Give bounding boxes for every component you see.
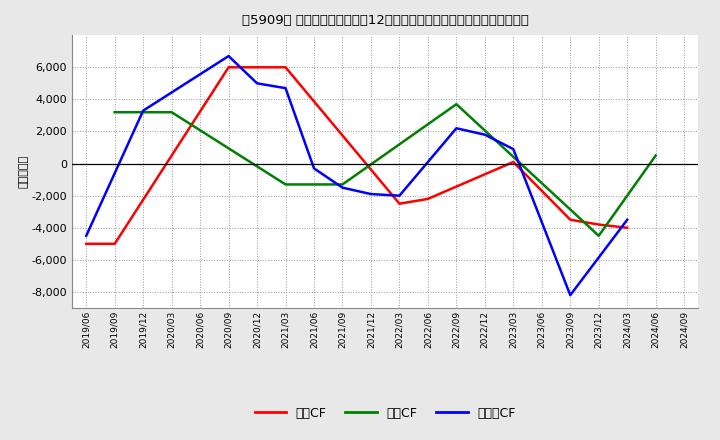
フリーCF: [366, 191, 375, 197]
営業CF: [225, 65, 233, 70]
Line: 営業CF: 営業CF: [86, 67, 627, 244]
フリーCF: [310, 166, 318, 171]
投資CF: [167, 110, 176, 115]
フリーCF: [282, 85, 290, 91]
フリーCF: [623, 217, 631, 222]
フリーCF: [395, 193, 404, 198]
営業CF: [395, 201, 404, 206]
営業CF: [423, 196, 432, 202]
投資CF: [110, 110, 119, 115]
フリーCF: [509, 147, 518, 152]
フリーCF: [452, 126, 461, 131]
Y-axis label: （百万円）: （百万円）: [19, 155, 29, 188]
営業CF: [253, 65, 261, 70]
投資CF: [338, 182, 347, 187]
投資CF: [652, 153, 660, 158]
営業CF: [566, 217, 575, 222]
Title: ［5909］ キャッシュフローの12か月移動合計の対前年同期増減額の推移: ［5909］ キャッシュフローの12か月移動合計の対前年同期増減額の推移: [242, 14, 528, 27]
Line: フリーCF: フリーCF: [86, 56, 627, 295]
フリーCF: [480, 132, 489, 137]
営業CF: [282, 65, 290, 70]
営業CF: [595, 222, 603, 227]
フリーCF: [82, 233, 91, 238]
投資CF: [139, 110, 148, 115]
フリーCF: [566, 293, 575, 298]
営業CF: [110, 241, 119, 246]
Legend: 営業CF, 投資CF, フリーCF: 営業CF, 投資CF, フリーCF: [250, 402, 521, 425]
営業CF: [82, 241, 91, 246]
Line: 投資CF: 投資CF: [114, 104, 656, 236]
フリーCF: [338, 185, 347, 190]
営業CF: [623, 225, 631, 231]
投資CF: [310, 182, 318, 187]
フリーCF: [139, 108, 148, 113]
投資CF: [282, 182, 290, 187]
フリーCF: [225, 53, 233, 59]
投資CF: [595, 233, 603, 238]
営業CF: [509, 159, 518, 165]
フリーCF: [253, 81, 261, 86]
投資CF: [452, 102, 461, 107]
